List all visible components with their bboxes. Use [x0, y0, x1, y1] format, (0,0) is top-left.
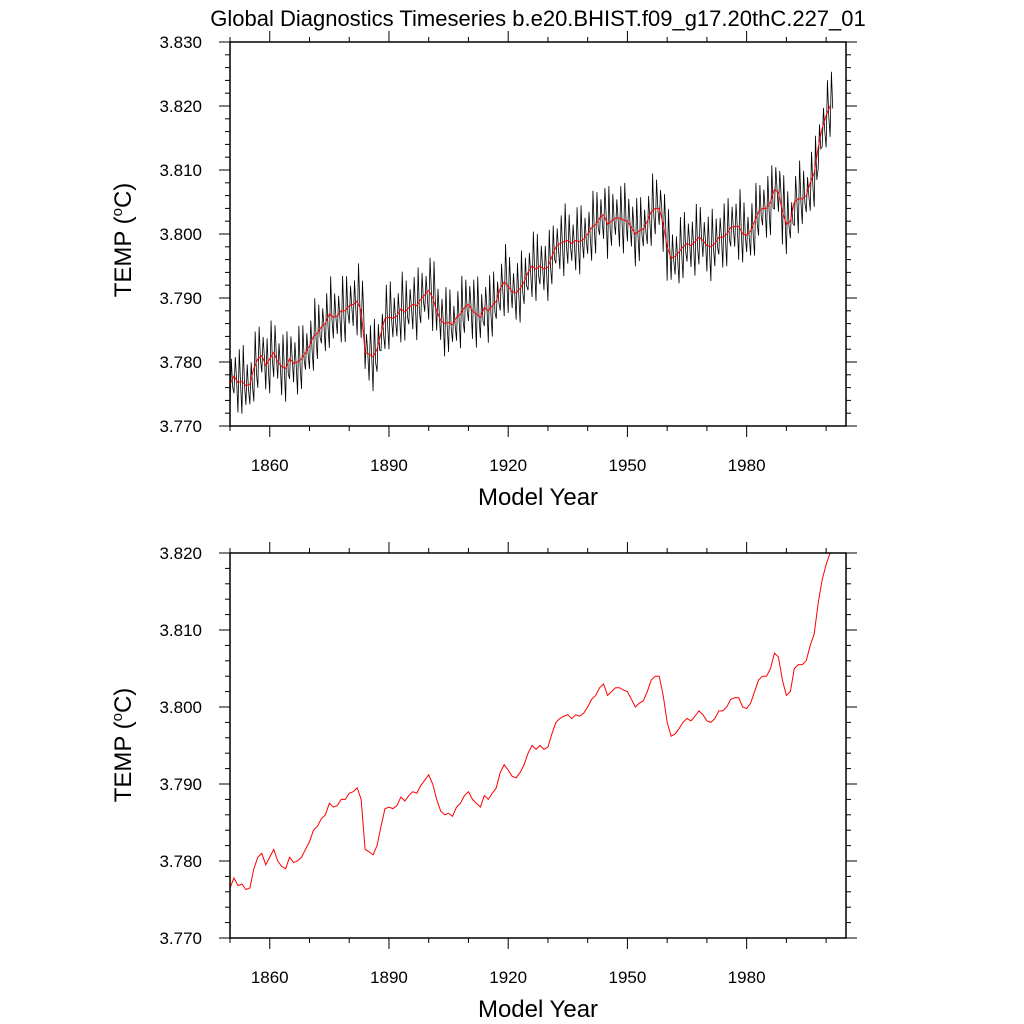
x-tick-label: 1950 — [609, 968, 647, 987]
annual-mean-line — [229, 552, 831, 891]
y-tick-label: 3.800 — [159, 698, 202, 717]
y-axis-title: TEMP (oC) — [109, 688, 137, 803]
y-axis-title-main: TEMP ( — [110, 216, 137, 297]
y-tick-label: 3.780 — [159, 852, 202, 871]
x-axis-title: Model Year — [478, 484, 598, 511]
y-tick-label: 3.780 — [159, 353, 202, 372]
x-tick-label: 1920 — [489, 456, 527, 475]
x-tick-label: 1920 — [489, 968, 527, 987]
x-tick-label: 1980 — [728, 456, 766, 475]
y-axis-title-degree: o — [109, 208, 126, 216]
y-axis-title-unit: C) — [110, 183, 137, 208]
y-axis-title-main: TEMP ( — [110, 721, 137, 802]
y-axis-title: TEMP (oC) — [109, 183, 137, 298]
y-tick-label: 3.770 — [159, 417, 202, 436]
y-tick-label: 3.810 — [159, 161, 202, 180]
x-axis-title: Model Year — [478, 996, 598, 1023]
plot-frame — [229, 552, 847, 939]
y-tick-label: 3.770 — [159, 929, 202, 948]
y-tick-label: 3.790 — [159, 775, 202, 794]
x-tick-label: 1860 — [251, 456, 289, 475]
y-axis-title-degree: o — [109, 713, 126, 721]
y-tick-label: 3.790 — [159, 289, 202, 308]
figure-title: Global Diagnostics Timeseries b.e20.BHIS… — [210, 6, 866, 31]
annual-mean-line — [229, 105, 831, 387]
monthly-series-line — [229, 71, 834, 414]
x-tick-label: 1980 — [728, 968, 766, 987]
bottom-panel: 1860 1890 1920 1950 1980 3.770 3.780 3.790 3.800… — [109, 542, 857, 1023]
x-tick-label: 1950 — [609, 456, 647, 475]
y-tick-label: 3.820 — [159, 97, 202, 116]
top-panel: 1860 1890 1920 1950 1980 3.770 3.780 3.790 3.800… — [109, 31, 857, 511]
y-axis-title-unit: C) — [110, 688, 137, 713]
y-tick-label: 3.810 — [159, 621, 202, 640]
x-tick-label: 1890 — [370, 968, 408, 987]
y-tick-label: 3.830 — [159, 33, 202, 52]
y-tick-label: 3.820 — [159, 544, 202, 563]
y-tick-label: 3.800 — [159, 225, 202, 244]
x-tick-label: 1860 — [251, 968, 289, 987]
x-tick-label: 1890 — [370, 456, 408, 475]
